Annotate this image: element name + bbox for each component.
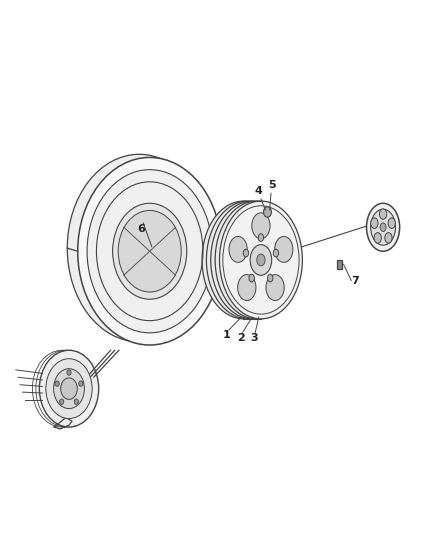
- Ellipse shape: [272, 249, 278, 257]
- Ellipse shape: [55, 381, 59, 386]
- Ellipse shape: [229, 237, 247, 262]
- Ellipse shape: [67, 370, 71, 375]
- Ellipse shape: [370, 209, 395, 245]
- Ellipse shape: [210, 201, 293, 319]
- Ellipse shape: [366, 203, 399, 251]
- Ellipse shape: [243, 249, 248, 257]
- Text: 1: 1: [223, 330, 230, 341]
- Ellipse shape: [378, 209, 386, 219]
- Text: 5: 5: [268, 180, 275, 190]
- Ellipse shape: [60, 378, 77, 399]
- Ellipse shape: [118, 211, 181, 292]
- Ellipse shape: [87, 169, 212, 333]
- Ellipse shape: [46, 359, 92, 418]
- Text: 7: 7: [350, 276, 358, 286]
- Ellipse shape: [384, 232, 391, 243]
- Ellipse shape: [370, 218, 377, 229]
- Ellipse shape: [60, 399, 64, 405]
- Text: 2: 2: [237, 333, 245, 343]
- Ellipse shape: [267, 274, 272, 282]
- Ellipse shape: [263, 207, 271, 217]
- Ellipse shape: [201, 201, 284, 319]
- Ellipse shape: [67, 155, 211, 342]
- Ellipse shape: [113, 203, 186, 299]
- Ellipse shape: [258, 234, 263, 241]
- Ellipse shape: [248, 274, 254, 282]
- Ellipse shape: [387, 218, 395, 229]
- Ellipse shape: [206, 201, 289, 319]
- Ellipse shape: [256, 254, 265, 266]
- Ellipse shape: [78, 381, 83, 386]
- Ellipse shape: [74, 399, 78, 405]
- Ellipse shape: [78, 157, 221, 345]
- Ellipse shape: [219, 201, 302, 319]
- Text: 3: 3: [250, 333, 257, 343]
- Ellipse shape: [265, 274, 283, 301]
- Ellipse shape: [237, 274, 255, 301]
- Ellipse shape: [274, 237, 292, 262]
- Bar: [336, 260, 342, 269]
- Text: 4: 4: [254, 185, 261, 196]
- Ellipse shape: [39, 350, 99, 427]
- Ellipse shape: [250, 245, 271, 275]
- Ellipse shape: [379, 223, 385, 231]
- Ellipse shape: [251, 213, 269, 239]
- Text: 6: 6: [137, 224, 145, 233]
- Ellipse shape: [53, 369, 84, 409]
- Ellipse shape: [215, 201, 297, 319]
- Ellipse shape: [373, 232, 381, 243]
